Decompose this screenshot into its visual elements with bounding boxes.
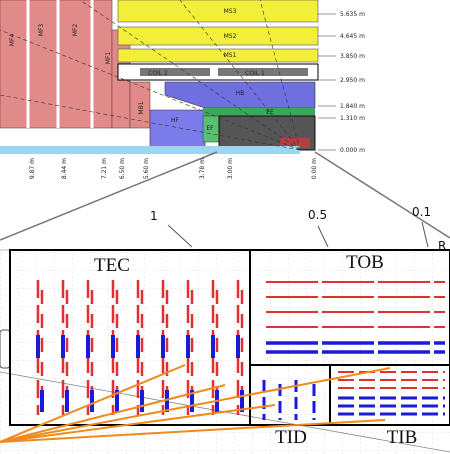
region-label: TEC xyxy=(94,255,130,276)
radial-mark: 1.840 m xyxy=(340,103,365,110)
label: MS3 xyxy=(224,8,237,15)
label: HB xyxy=(236,90,245,97)
eta-pointer xyxy=(318,226,328,247)
hadron-forward xyxy=(150,110,205,148)
label: MB1 xyxy=(138,101,145,114)
endcap-iron xyxy=(0,0,112,128)
eta-pointer xyxy=(422,222,428,247)
z-mark: 5.60 m xyxy=(143,158,150,179)
radial-mark: 2.950 m xyxy=(340,77,365,84)
region-label: TIB xyxy=(387,427,418,448)
ecal-barrel xyxy=(203,108,315,116)
label: MS1 xyxy=(224,52,237,59)
z-mark: 6.50 m xyxy=(119,158,126,179)
zoom-line xyxy=(315,152,450,238)
z-mark: 9.87 m xyxy=(29,158,36,179)
label: MF1 xyxy=(105,52,112,65)
z-mark: 7.21 m xyxy=(101,158,108,179)
radial-ticks xyxy=(318,14,336,150)
label: HF xyxy=(171,117,180,124)
diagram: MS3 MS2 MS1 MF4 MF3 MF2 MF1 MB1 COIL 2 C… xyxy=(0,0,450,454)
side-box xyxy=(0,330,10,368)
label: MF4 xyxy=(9,34,16,47)
radial-mark: 4.645 m xyxy=(340,33,365,40)
label: MS2 xyxy=(224,33,237,40)
tracker-view: TEC TOB TID TIB xyxy=(0,250,450,454)
eta-label: 0.1 xyxy=(412,205,431,219)
label: MF2 xyxy=(72,24,79,37)
radial-mark: 3.850 m xyxy=(340,53,365,60)
radial-mark: 1.310 m xyxy=(340,115,365,122)
detector-view: MS3 MS2 MS1 MF4 MF3 MF2 MF1 MB1 COIL 2 C… xyxy=(0,0,365,179)
radial-mark: 0.000 m xyxy=(340,147,365,154)
eta-label: 1 xyxy=(150,209,158,223)
muon-station xyxy=(118,27,318,45)
label: COIL 1 xyxy=(245,70,265,77)
label: MF3 xyxy=(38,24,45,37)
label: COIL 2 xyxy=(148,70,168,77)
z-mark: 3.78 m xyxy=(199,158,206,179)
radial-mark: 5.635 m xyxy=(340,11,365,18)
label: EF xyxy=(206,125,214,132)
eta-pointer xyxy=(168,225,192,247)
z-mark: 8.44 m xyxy=(61,158,68,179)
z-mark: 0.00 m xyxy=(311,158,318,179)
muon-station xyxy=(118,49,318,62)
eta-label: 0.5 xyxy=(308,208,327,222)
region-label: TOB xyxy=(346,252,384,273)
z-mark: 3.00 m xyxy=(227,158,234,179)
region-label: TID xyxy=(275,427,307,448)
muon-station xyxy=(118,0,318,22)
label: EE xyxy=(266,109,274,116)
beam-pipe xyxy=(0,146,300,154)
